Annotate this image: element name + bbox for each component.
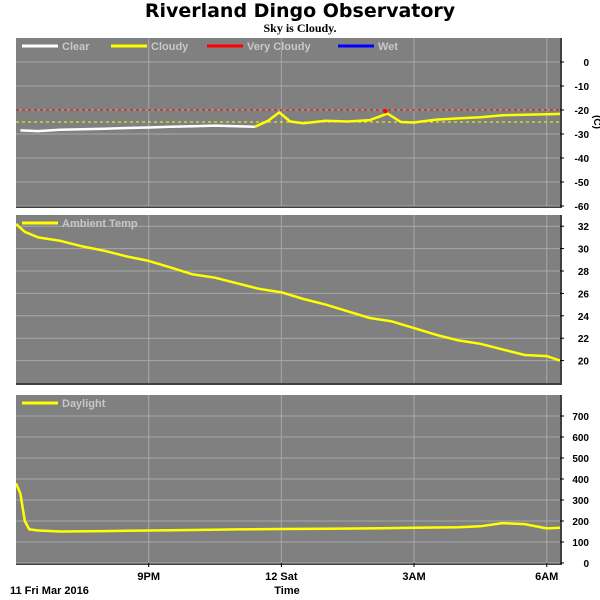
panel-2-ytick-label-3: 26	[578, 289, 590, 300]
x-date-label: 11 Fri Mar 2016	[10, 585, 89, 597]
series-very-cloudy-point-2	[567, 109, 571, 113]
panel-1-ytick-label-3: -30	[575, 130, 590, 141]
series-clear-line	[20, 124, 255, 133]
xtick-label-2: 3AM	[402, 571, 425, 583]
panel-3-ytick-label-6: 100	[572, 538, 589, 549]
panel-3-ytick-label-2: 500	[572, 454, 589, 465]
legend-label-very-cloudy: Very Cloudy	[247, 41, 311, 53]
panel-2-ytick-label-0: 32	[578, 222, 590, 233]
panel-1-ylabel: (C)	[591, 115, 600, 129]
panel-3-ytick-label-0: 700	[572, 412, 589, 423]
panel-2-ytick-label-1: 30	[578, 245, 590, 256]
panel-1-ytick-label-2: -20	[575, 106, 590, 117]
xtick-label-1: 12 Sat	[265, 571, 298, 583]
xtick-label-3: 6AM	[535, 571, 558, 583]
legend-label-daylight: Daylight	[62, 398, 106, 410]
panel-2-ytick-label-6: 20	[578, 357, 590, 368]
panel-1-ytick-label-4: -40	[575, 154, 590, 165]
legend-label-cloudy: Cloudy	[151, 41, 189, 53]
legend-label-ambient-temp: Ambient Temp	[62, 218, 138, 230]
panel-2-ytick-label-4: 24	[578, 312, 590, 323]
panel-3-ytick-label-3: 400	[572, 475, 589, 486]
chart-title: Riverland Dingo Observatory	[144, 0, 456, 22]
series-very-cloudy-point-0	[383, 109, 388, 114]
legend-label-clear: Clear	[62, 41, 90, 53]
panel-3-ytick-label-5: 200	[572, 517, 589, 528]
x-axis-label: Time	[274, 585, 299, 597]
series-ambient-temp-line	[16, 223, 560, 362]
panel-3-ytick-label-7: 0	[583, 559, 589, 570]
panel-1-ytick-label-1: -10	[575, 82, 590, 93]
panel-1-ytick-label-5: -50	[575, 178, 590, 189]
series-daylight-line	[16, 482, 560, 533]
legend-label-wet: Wet	[378, 41, 398, 53]
panel-2-ytick-label-5: 22	[578, 334, 590, 345]
chart-subtitle: Sky is Cloudy.	[263, 21, 337, 35]
panel-2-plot-area	[16, 215, 560, 383]
panel-3-ytick-label-4: 300	[572, 496, 589, 507]
panel-3-ytick-label-1: 600	[572, 433, 589, 444]
series-cloudy-line	[254, 111, 560, 128]
panel-1-ytick-label-6: -60	[575, 202, 590, 213]
panel-2-ytick-label-2: 28	[578, 267, 590, 278]
panel-1-ytick-label-0: 0	[583, 58, 589, 69]
xtick-label-0: 9PM	[137, 571, 160, 583]
